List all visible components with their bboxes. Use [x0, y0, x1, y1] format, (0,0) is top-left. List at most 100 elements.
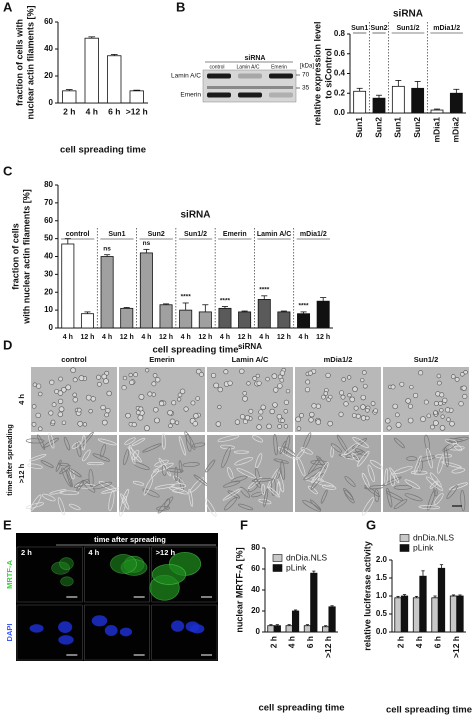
cell [351, 413, 357, 418]
bar [62, 90, 77, 104]
cell [420, 416, 426, 422]
cell [242, 391, 247, 396]
cell [364, 415, 370, 421]
y-tick-label: 40 [44, 252, 53, 261]
cell [426, 448, 433, 469]
cell [128, 372, 133, 378]
x-tick-label: >12 h [451, 636, 461, 658]
x-tick-label: 4 h [414, 636, 424, 648]
bar [139, 252, 153, 329]
bar [285, 625, 293, 633]
cell [77, 420, 84, 427]
cell [178, 460, 183, 473]
error-bar [414, 81, 421, 89]
y-tick-label: 20 [251, 606, 260, 615]
cell [423, 399, 429, 405]
cell [310, 460, 328, 465]
cell [338, 411, 344, 417]
cell [234, 457, 254, 466]
cell [280, 418, 285, 423]
fluorescence-row-label: DAPI [5, 624, 14, 642]
cell [339, 390, 345, 396]
fluorescence-column-label: 4 h [88, 548, 99, 557]
y-axis-label: fraction of cells with [14, 19, 24, 106]
bar [80, 313, 94, 329]
bar [179, 309, 193, 329]
y-axis-label: with nuclear actin filaments [%] [21, 189, 31, 325]
cell [260, 404, 266, 411]
cell [389, 467, 400, 484]
cell [273, 387, 279, 393]
group-label: Emerin [223, 231, 247, 238]
error-bar [305, 624, 310, 626]
bar [303, 625, 312, 633]
cell [217, 386, 223, 393]
x-tick-label: >12 h [323, 636, 333, 658]
error-bar [269, 624, 273, 626]
error-bar [451, 594, 456, 596]
cell [210, 372, 217, 379]
cell [404, 479, 421, 490]
cell [263, 488, 269, 507]
cell [296, 456, 306, 477]
cell [227, 467, 234, 480]
cell [311, 471, 321, 484]
cell [233, 450, 249, 454]
cell [184, 431, 196, 450]
cell [408, 403, 413, 409]
cell [341, 377, 346, 382]
cell [57, 411, 64, 418]
y-tick-label: 0.0 [334, 108, 346, 117]
y-tick-label: 1.0 [376, 591, 388, 600]
error-bar [275, 624, 279, 626]
cell [393, 499, 408, 510]
cell [48, 410, 54, 416]
cell [322, 484, 337, 490]
x-tick-label: mDia1 [431, 117, 441, 143]
error-bar [202, 304, 209, 312]
cell [315, 403, 321, 409]
cell [188, 488, 194, 507]
fluorescence-image [16, 546, 83, 603]
cell [131, 422, 137, 428]
error-bar [261, 295, 268, 300]
cell [155, 377, 161, 383]
y-tick-label: 0.5 [376, 609, 388, 618]
cell [222, 488, 242, 501]
panel-label: A [3, 0, 13, 14]
x-tick-label: 12 h [198, 334, 212, 341]
bar [449, 595, 458, 633]
error-bar [110, 54, 118, 56]
bar [322, 626, 330, 633]
x-tick-label: 12 h [238, 334, 252, 341]
cell [57, 497, 66, 516]
group-label: Lamin A/C [257, 231, 291, 238]
cell [270, 478, 276, 497]
row-label: >12 h [17, 463, 26, 483]
error-bar [133, 89, 141, 91]
error-bar [433, 595, 437, 598]
cell [451, 468, 466, 474]
cell [295, 416, 301, 423]
cell [178, 435, 186, 456]
cell [193, 413, 199, 419]
lane-label: Lamin A/C [236, 64, 259, 70]
cell [167, 409, 173, 416]
cell [374, 489, 380, 503]
cell [445, 438, 458, 445]
cell [93, 481, 112, 490]
panel-label: B [176, 0, 185, 14]
cell [277, 383, 283, 389]
cell [58, 376, 63, 382]
cell [135, 410, 141, 415]
column-label: Emerin [149, 355, 175, 364]
cell [49, 489, 67, 495]
cell [430, 424, 435, 430]
cell [330, 445, 334, 458]
bar [431, 597, 439, 633]
cell [105, 408, 111, 414]
cell [266, 423, 272, 430]
cell [353, 405, 359, 411]
error-bar [64, 238, 71, 244]
x-tick-label: 6 h [433, 636, 443, 648]
